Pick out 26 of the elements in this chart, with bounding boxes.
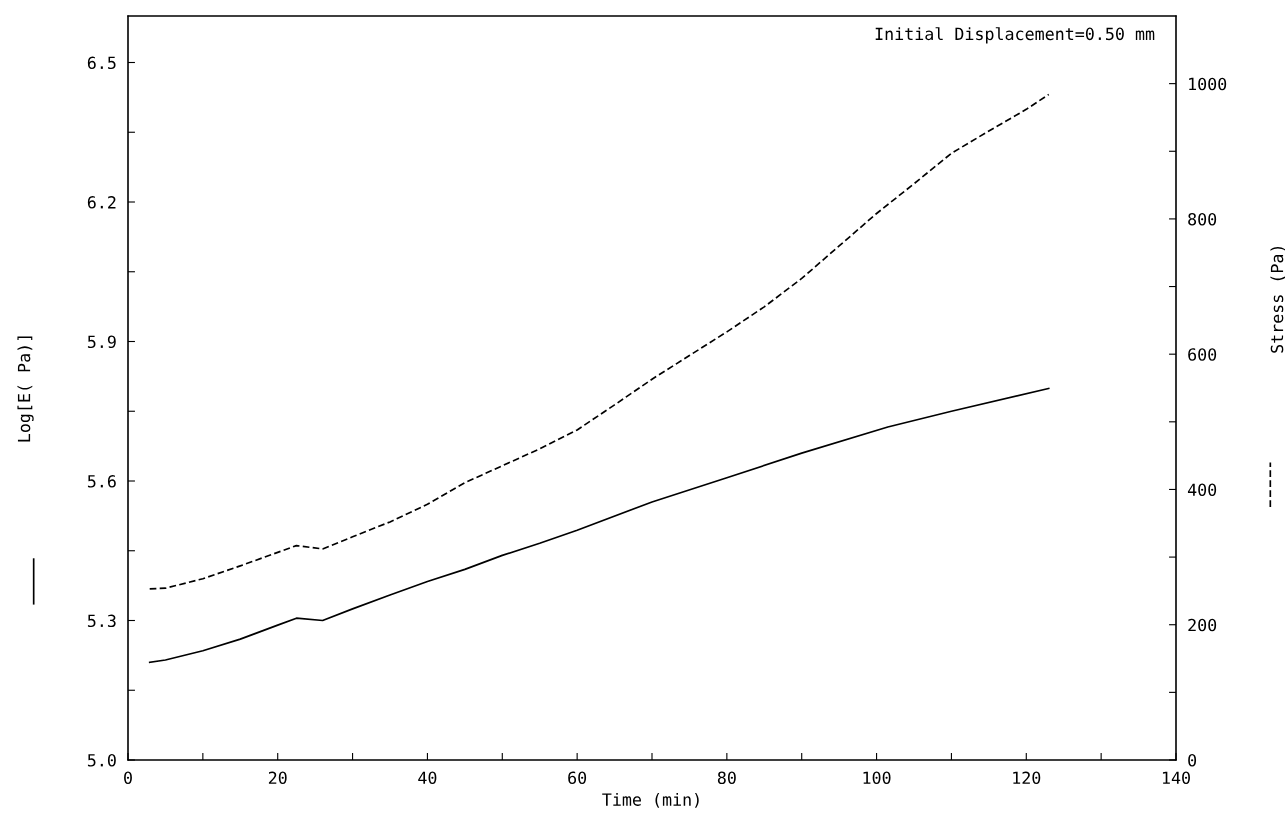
- y-tick-label: 5.3: [87, 614, 116, 628]
- x-tick-label: 40: [418, 771, 437, 785]
- line-series: [148, 93, 1050, 590]
- y2-axis-title: Stress (Pa): [1270, 247, 1285, 353]
- x-tick-label: 80: [717, 771, 736, 785]
- line-series: [148, 387, 1050, 664]
- y-tick-label: 6.5: [87, 56, 116, 70]
- annotation: Initial Displacement=0.50 mm: [875, 27, 1155, 44]
- y2-tick-label: 400: [1187, 483, 1217, 497]
- y-tick-label: 5.9: [87, 335, 116, 349]
- x-tick-label: 20: [268, 771, 287, 785]
- x-tick-label: 100: [863, 771, 891, 785]
- y2-tick-label: 600: [1188, 348, 1217, 361]
- x-tick-label: 0: [124, 771, 132, 785]
- x-tick-label: 140: [1162, 771, 1190, 785]
- y2-tick-label: 1000: [1189, 77, 1227, 91]
- y-axis-title: Log[E( Pa)]: [17, 336, 34, 442]
- y2-tick-label: 0: [1188, 754, 1197, 767]
- x-tick-label: 60: [568, 771, 587, 785]
- y-tick-label: 5.6: [87, 475, 116, 488]
- x-axis-title: Time (min): [602, 792, 699, 808]
- y-tick-label: 5.0: [87, 754, 116, 767]
- y2-tick-label: 200: [1188, 618, 1217, 632]
- y-tick-label: 6.2: [87, 196, 116, 209]
- y2-tick-label: 800: [1188, 212, 1217, 226]
- x-tick-label: 120: [1013, 771, 1041, 785]
